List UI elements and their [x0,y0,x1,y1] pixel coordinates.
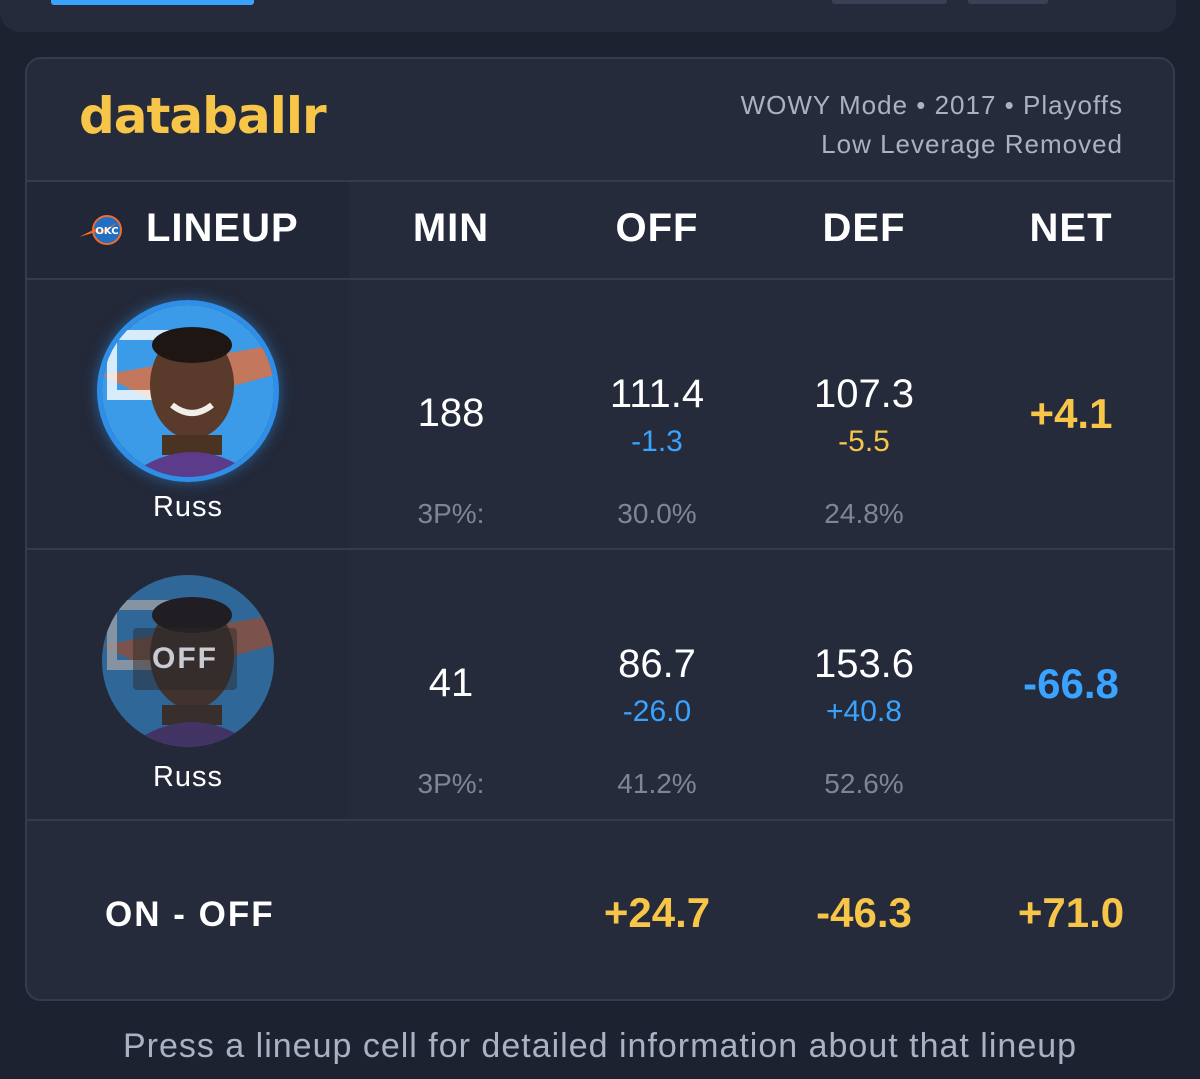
player-name: Russ [152,491,224,523]
databallr-logo: databallr [79,87,327,145]
divider [27,819,1173,821]
summary-off: +24.7 [603,889,711,936]
def-rating: 153.6 [813,642,915,686]
summary-def: -46.3 [816,889,912,936]
off-rating: 111.4 [609,372,705,416]
off-three-p: 41.2% [617,768,697,799]
def-header[interactable]: DEF [822,206,906,250]
top-control-pill[interactable] [832,0,947,4]
lineup-row-off[interactable]: OFF Russ 41 86.7 -26.0 153.6 +40.8 -66.8… [27,550,1173,820]
lineup-header: LINEUP [146,206,299,250]
svg-text:OKC: OKC [95,226,118,237]
off-header[interactable]: OFF [615,206,699,250]
okc-thunder-logo-icon: OKC [79,215,122,245]
off-diff: -26.0 [622,695,692,728]
mode-info-line2: Low Leverage Removed [821,129,1123,159]
three-p-label: 3P%: [417,768,485,799]
net-header[interactable]: NET [1029,206,1113,250]
lineup-row-on[interactable]: Russ 188 111.4 -1.3 107.3 -5.5 +4.1 3P%:… [27,280,1173,550]
on-off-summary-row: ON - OFF +24.7 -46.3 +71.0 [27,821,1173,999]
summary-label: ON - OFF [105,895,275,934]
player-name: Russ [152,761,224,793]
mode-info: WOWY Mode • 2017 • Playoffs Low Leverage… [741,86,1123,164]
off-badge: OFF [133,628,237,690]
player-avatar [97,300,279,482]
net-rating: -66.8 [1023,660,1119,707]
lineup-cell[interactable]: Russ [27,280,349,550]
def-diff: -5.5 [838,425,890,458]
off-diff: -1.3 [631,425,683,458]
footer-hint: Press a lineup cell for detailed informa… [122,1027,1078,1065]
divider [27,180,1173,182]
divider [27,278,1173,280]
net-rating: +4.1 [1029,390,1113,437]
player-avatar-dimmed [102,575,274,747]
wowy-card: databallr WOWY Mode • 2017 • Playoffs Lo… [25,57,1175,1001]
table-header: OKC LINEUP MIN OFF DEF NET [27,182,1173,278]
lineup-cell[interactable]: OFF Russ [27,550,349,820]
def-diff: +40.8 [826,695,902,728]
player-photo-icon [102,327,274,477]
min-value: 188 [417,391,485,435]
three-p-label: 3P%: [417,498,485,529]
lineup-header-cell: OKC LINEUP [27,182,349,278]
top-strip [0,0,1200,32]
top-control-pill[interactable] [968,0,1048,4]
min-header[interactable]: MIN [412,206,490,250]
off-three-p: 30.0% [617,498,697,529]
mode-info-line1: WOWY Mode • 2017 • Playoffs [740,90,1123,120]
divider [27,548,1173,550]
summary-net: +71.0 [1017,889,1125,936]
def-rating: 107.3 [813,372,915,416]
def-three-p: 24.8% [824,498,904,529]
off-rating: 86.7 [618,642,696,686]
def-three-p: 52.6% [824,768,904,799]
min-value: 41 [428,661,474,705]
player-photo-icon [102,597,274,747]
active-tab-indicator[interactable] [51,0,254,5]
top-panel [0,0,1176,32]
